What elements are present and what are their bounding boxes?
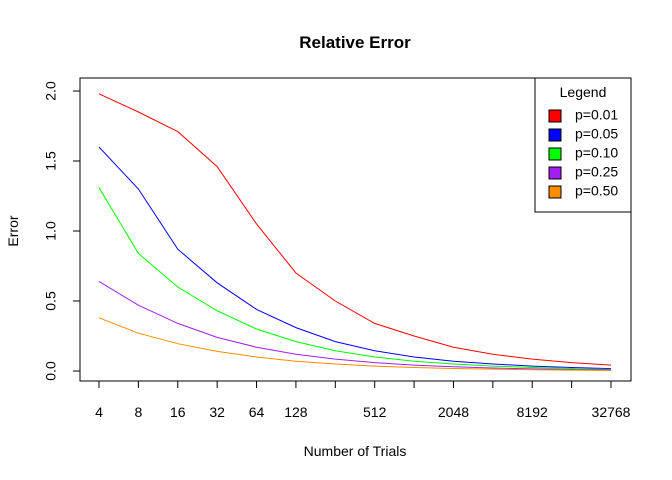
legend-label: p=0.25 (575, 164, 618, 180)
y-tick-label: 0.0 (43, 361, 59, 381)
y-tick-label: 1.5 (43, 151, 59, 171)
y-axis: 0.0 0.5 1.0 1.5 2.0 (43, 81, 81, 381)
x-tick-label: 8 (134, 404, 142, 420)
legend-label: p=0.10 (575, 145, 618, 161)
legend: Legend p=0.01 p=0.05 p=0.10 p=0.25 p=0.50 (534, 77, 632, 213)
x-tick-label: 512 (363, 404, 387, 420)
x-tick-label: 32768 (592, 404, 631, 420)
y-tick-label: 1.0 (43, 221, 59, 241)
legend-swatch (548, 185, 562, 199)
legend-swatch (548, 109, 562, 123)
series-line-p-0-25 (98, 280, 612, 371)
legend-label: p=0.50 (575, 183, 618, 199)
legend-label: p=0.05 (575, 126, 618, 142)
x-axis: 4 8 16 32 64 128 512 2048 8192 32768 (95, 380, 631, 420)
series-layer (98, 93, 612, 371)
legend-swatch (548, 147, 562, 161)
y-tick-label: 2.0 (43, 81, 59, 101)
series-line-p-0-10 (98, 187, 612, 370)
x-tick-label: 2048 (438, 404, 469, 420)
series-line-p-0-50 (98, 317, 612, 371)
x-tick-label: 8192 (517, 404, 548, 420)
series-line-p-0-01 (98, 93, 612, 366)
x-tick-label: 32 (209, 404, 225, 420)
x-axis-label: Number of Trials (304, 443, 407, 459)
x-tick-label: 64 (249, 404, 265, 420)
x-tick-label: 4 (95, 404, 103, 420)
legend-label: p=0.01 (575, 107, 618, 123)
x-tick-label: 16 (170, 404, 186, 420)
series-line-p-0-05 (98, 146, 612, 370)
legend-title: Legend (560, 84, 607, 100)
legend-items: p=0.01 p=0.05 p=0.10 p=0.25 p=0.50 (548, 107, 618, 199)
legend-swatch (548, 166, 562, 180)
y-axis-label: Error (5, 215, 21, 246)
x-tick-label: 128 (284, 404, 308, 420)
chart-title: Relative Error (299, 33, 411, 52)
y-tick-label: 0.5 (43, 291, 59, 311)
legend-swatch (548, 128, 562, 142)
